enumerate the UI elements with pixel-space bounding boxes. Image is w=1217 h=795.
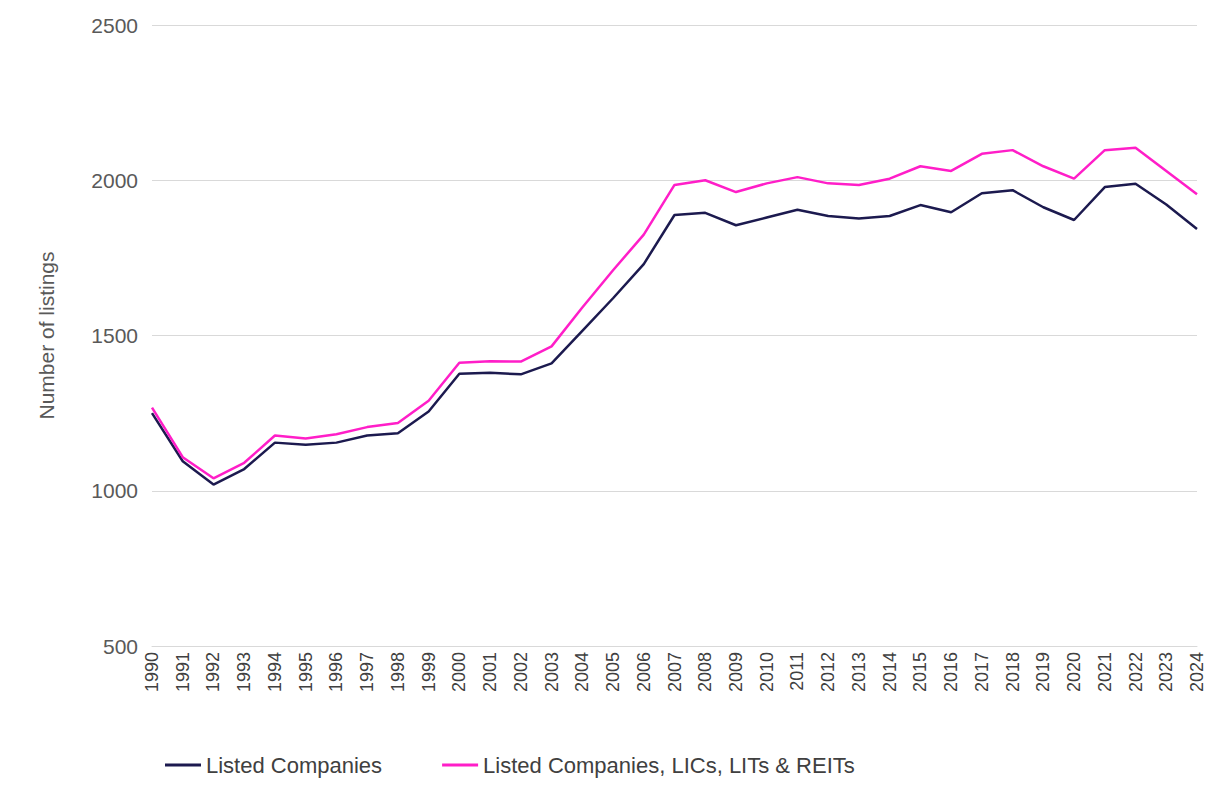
svg-text:2023: 2023 bbox=[1156, 652, 1176, 692]
svg-text:2013: 2013 bbox=[849, 652, 869, 692]
svg-text:2024: 2024 bbox=[1187, 652, 1207, 692]
svg-text:1993: 1993 bbox=[234, 652, 254, 692]
svg-text:2008: 2008 bbox=[695, 652, 715, 692]
svg-text:2009: 2009 bbox=[726, 652, 746, 692]
svg-text:2021: 2021 bbox=[1095, 652, 1115, 692]
svg-text:1998: 1998 bbox=[388, 652, 408, 692]
svg-text:Number of listings: Number of listings bbox=[35, 251, 58, 419]
svg-text:2000: 2000 bbox=[449, 652, 469, 692]
svg-text:1997: 1997 bbox=[357, 652, 377, 692]
svg-text:2004: 2004 bbox=[572, 652, 592, 692]
svg-text:2003: 2003 bbox=[542, 652, 562, 692]
svg-text:1992: 1992 bbox=[203, 652, 223, 692]
svg-text:Listed Companies, LICs, LITs &: Listed Companies, LICs, LITs & REITs bbox=[483, 753, 855, 778]
svg-text:2500: 2500 bbox=[91, 14, 138, 37]
svg-text:2000: 2000 bbox=[91, 169, 138, 192]
svg-text:1500: 1500 bbox=[91, 324, 138, 347]
svg-text:2006: 2006 bbox=[634, 652, 654, 692]
svg-text:2014: 2014 bbox=[880, 652, 900, 692]
svg-text:1990: 1990 bbox=[142, 652, 162, 692]
svg-text:1996: 1996 bbox=[326, 652, 346, 692]
svg-text:2010: 2010 bbox=[757, 652, 777, 692]
svg-text:2002: 2002 bbox=[511, 652, 531, 692]
svg-text:1999: 1999 bbox=[419, 652, 439, 692]
svg-text:Listed Companies: Listed Companies bbox=[206, 753, 382, 778]
svg-text:2015: 2015 bbox=[910, 652, 930, 692]
svg-text:2017: 2017 bbox=[972, 652, 992, 692]
svg-text:1000: 1000 bbox=[91, 479, 138, 502]
svg-text:2020: 2020 bbox=[1064, 652, 1084, 692]
svg-text:2012: 2012 bbox=[818, 652, 838, 692]
svg-text:500: 500 bbox=[103, 635, 138, 658]
svg-text:1991: 1991 bbox=[173, 652, 193, 692]
svg-text:2007: 2007 bbox=[665, 652, 685, 692]
svg-text:2018: 2018 bbox=[1003, 652, 1023, 692]
svg-text:2011: 2011 bbox=[787, 652, 807, 691]
svg-text:2022: 2022 bbox=[1126, 652, 1146, 692]
svg-text:2016: 2016 bbox=[941, 652, 961, 692]
svg-text:1995: 1995 bbox=[296, 652, 316, 692]
svg-text:2019: 2019 bbox=[1033, 652, 1053, 692]
svg-text:2001: 2001 bbox=[480, 652, 500, 692]
svg-text:2005: 2005 bbox=[603, 652, 623, 692]
svg-text:1994: 1994 bbox=[265, 652, 285, 692]
